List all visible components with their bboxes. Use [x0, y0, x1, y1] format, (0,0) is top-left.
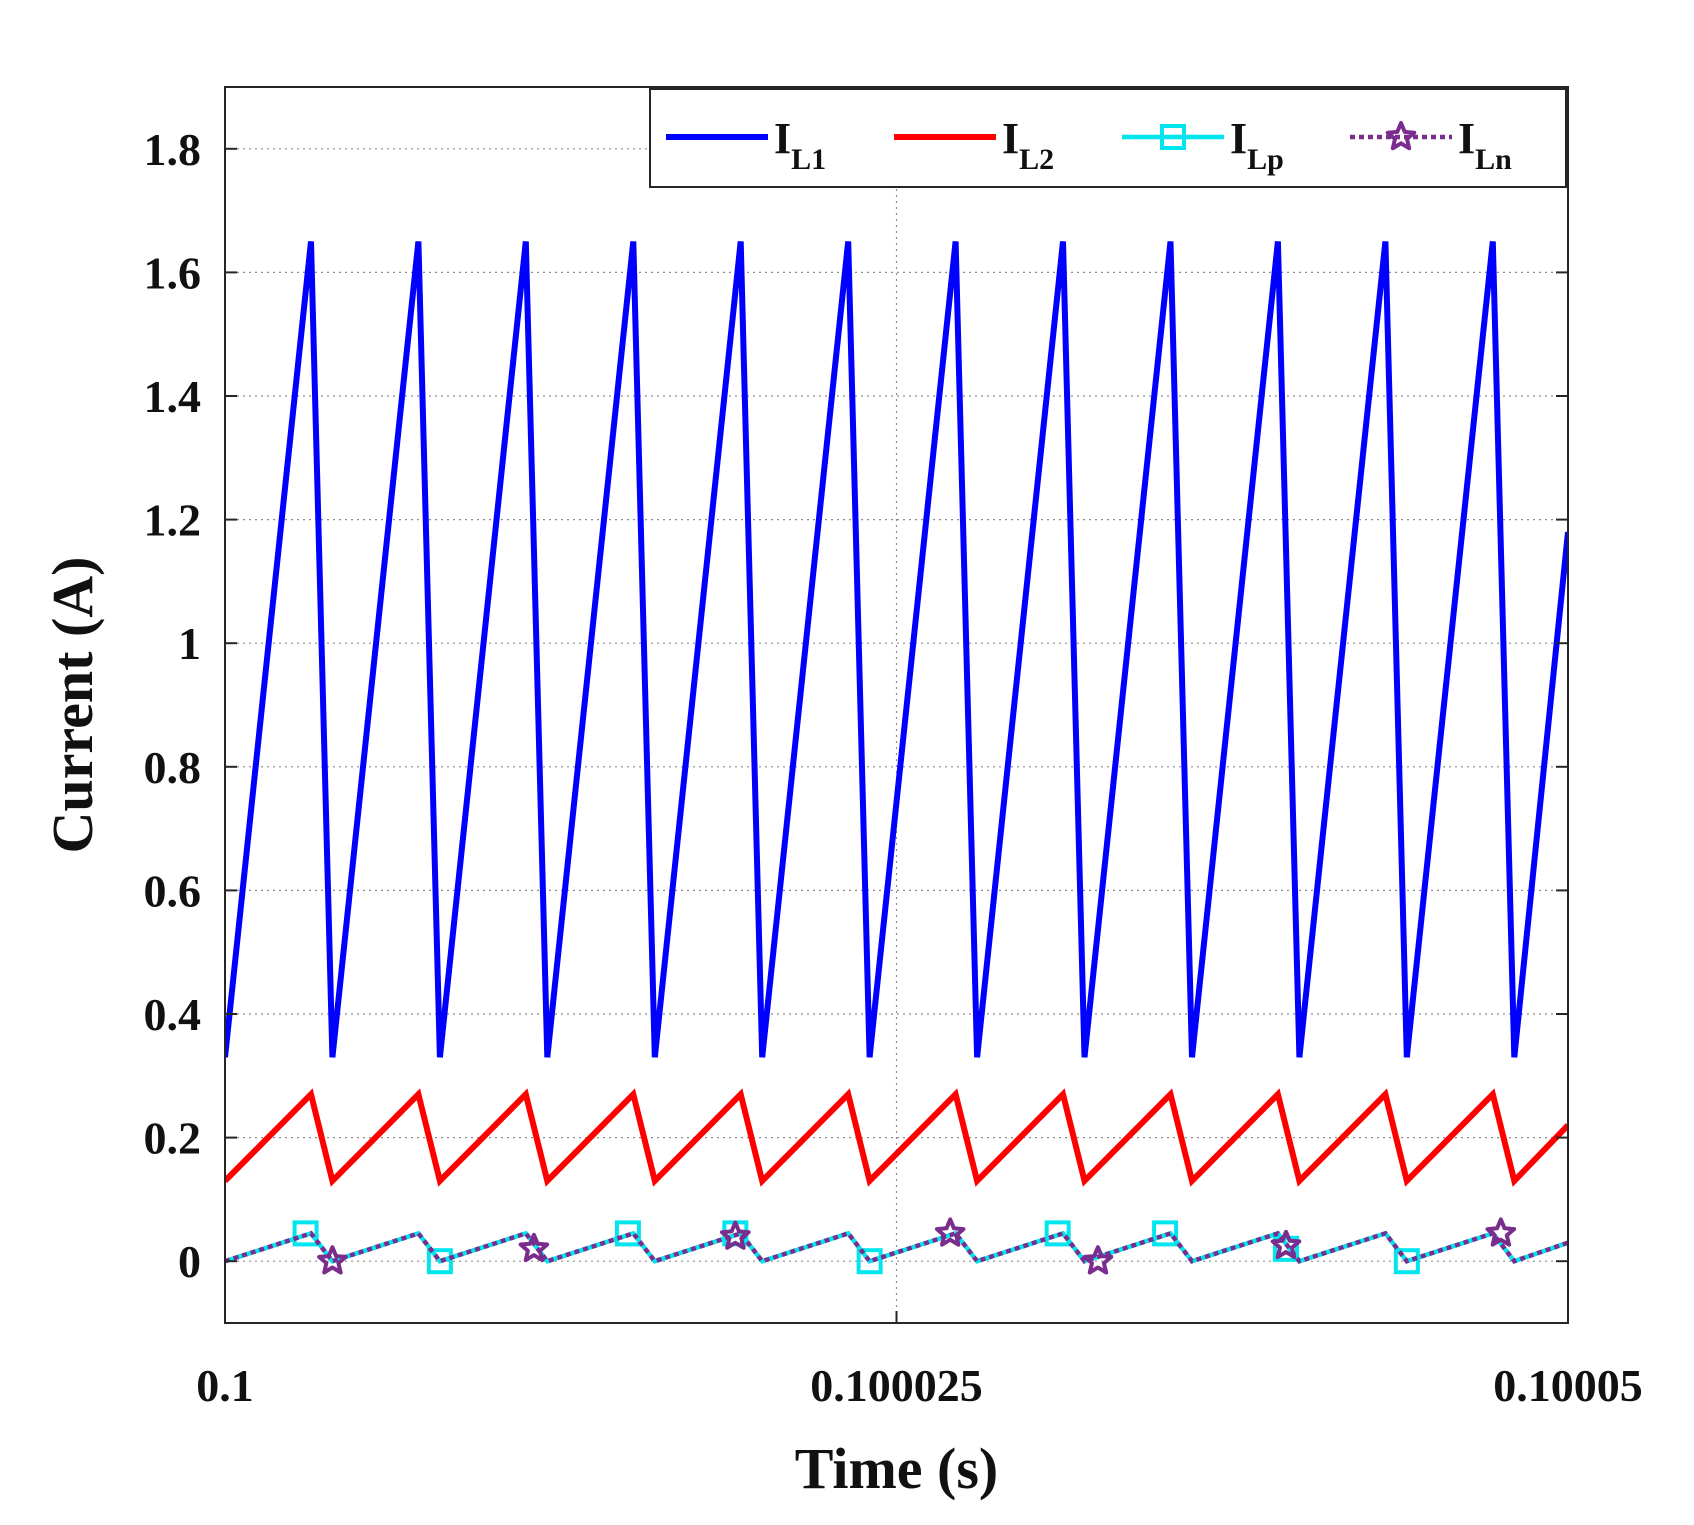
series-i-lp	[225, 1220, 1568, 1275]
legend-label-main: I	[774, 114, 791, 163]
legend-label-main: I	[1230, 114, 1247, 163]
legend: IL1 IL2 ILp ILn	[649, 88, 1567, 188]
legend-label-main: I	[1002, 114, 1019, 163]
x-axis-title: Time (s)	[795, 1436, 999, 1501]
data-marker	[614, 1220, 641, 1247]
data-marker	[1152, 1220, 1179, 1247]
data-marker	[317, 1245, 348, 1275]
legend-label-sub: L2	[1019, 143, 1054, 176]
y-tick-label: 0.8	[144, 742, 202, 793]
legend-label-main: I	[1458, 114, 1475, 163]
legend-label-sub: Ln	[1475, 143, 1512, 176]
y-tick-label: 1.4	[144, 371, 202, 422]
y-tick-label: 0.2	[144, 1113, 202, 1164]
legend-label-sub: Lp	[1247, 143, 1284, 176]
x-tick-label: 0.1	[196, 1360, 254, 1411]
data-marker	[292, 1220, 319, 1247]
series-line	[225, 1088, 1568, 1187]
legend-marker-sample	[1160, 124, 1186, 150]
legend-label-sub: L1	[791, 143, 826, 176]
series-line	[225, 1230, 1568, 1264]
legend-item: ILn	[1350, 114, 1512, 176]
legend-item: IL2	[894, 114, 1054, 176]
series-i-l2	[225, 1088, 1568, 1187]
y-tick-label: 1.2	[144, 495, 202, 546]
legend-marker-sample	[1385, 121, 1417, 151]
data-marker	[1270, 1229, 1302, 1260]
legend-label: ILp	[1230, 114, 1284, 176]
axis-ticks: 0 0.2 0.4 0.6 0.8 1 1.2 1.4 1.6 1.8 0.1 0.100025 0.1…	[144, 87, 1643, 1411]
legend-label: IL1	[774, 114, 826, 176]
x-tick-label: 0.10005	[1493, 1360, 1643, 1411]
y-tick-label: 0.6	[144, 865, 202, 916]
data-marker	[1082, 1245, 1114, 1275]
y-tick-label: 1	[178, 618, 201, 669]
legend-label: ILn	[1458, 114, 1512, 176]
data-marker	[1044, 1220, 1071, 1247]
y-tick-label: 0	[178, 1236, 201, 1287]
y-tick-label: 0.4	[144, 989, 202, 1040]
legend-item: IL1	[666, 114, 826, 176]
series-line	[225, 241, 1568, 1058]
legend-label: IL2	[1002, 114, 1054, 176]
data-marker	[720, 1220, 751, 1250]
data-marker	[934, 1217, 966, 1247]
legend-item: ILp	[1122, 114, 1284, 176]
y-tick-label: 1.6	[144, 247, 202, 298]
series-i-l1	[225, 241, 1568, 1058]
data-marker	[1393, 1248, 1420, 1275]
x-tick-label: 0.100025	[810, 1360, 983, 1411]
data-marker	[856, 1248, 883, 1275]
data-marker	[1485, 1217, 1517, 1247]
y-tick-label: 1.8	[144, 124, 202, 175]
y-axis-title: Current (A)	[40, 557, 105, 854]
series-i-ln	[225, 1217, 1568, 1275]
data-marker	[518, 1232, 550, 1263]
data-marker	[1272, 1235, 1299, 1262]
plot-series	[225, 241, 1568, 1275]
data-marker	[426, 1248, 453, 1275]
